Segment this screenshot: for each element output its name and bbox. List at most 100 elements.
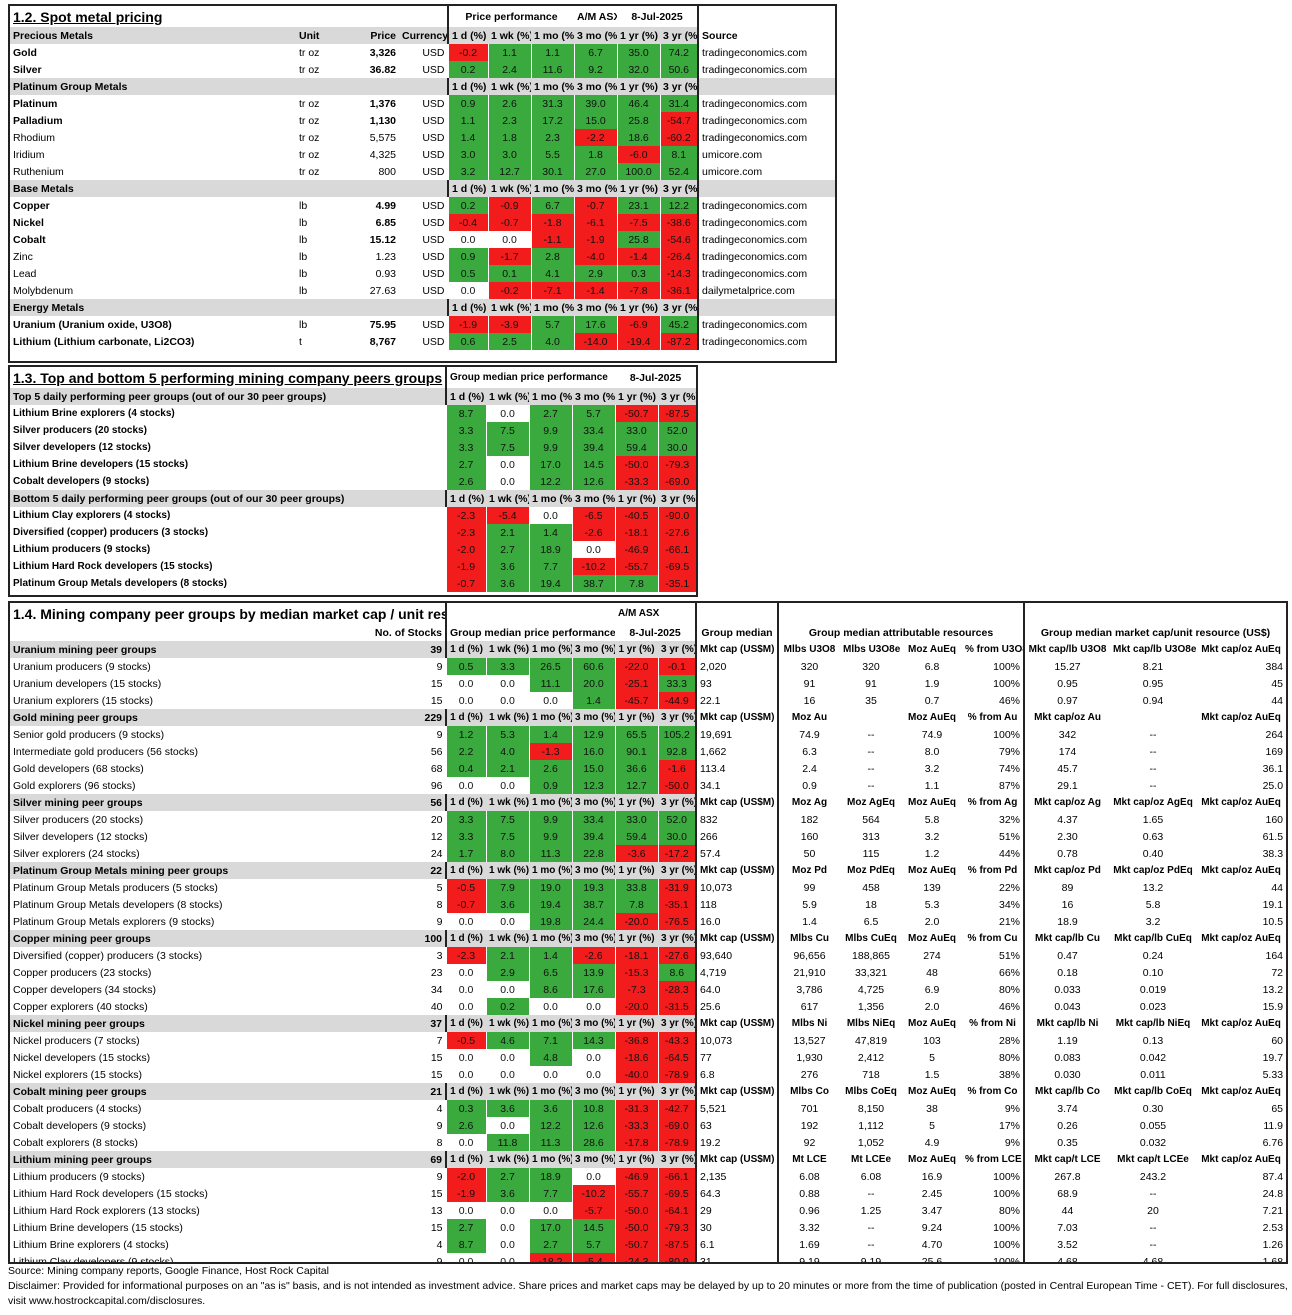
perf-cell: 31.4	[659, 95, 699, 112]
peer-title-row: 1.4. Mining company peer groups by media…	[10, 603, 1286, 624]
spot-group-header: Base Metals 1 d (%) 1 wk (%) 1 mo (%) 3 mo (…	[10, 180, 835, 197]
valuation-cell: 1.68	[1262, 1255, 1284, 1264]
resource-cell: 21,910	[777, 964, 841, 981]
perf-cell: 0.3	[445, 1100, 487, 1117]
mktcap-cell: 16.0	[695, 913, 779, 930]
metal-name: Palladium	[13, 114, 63, 127]
resource-cell: --	[867, 1238, 875, 1251]
exchange-label: A/M ASX	[618, 607, 660, 619]
perf-cell: -79.3	[657, 1219, 697, 1236]
perf-cell: 1.2	[445, 726, 487, 743]
resource-header: Mt LCE	[777, 1151, 841, 1168]
valuation-cell: --	[1149, 762, 1157, 775]
perf-header: 1 wk (%)	[488, 27, 531, 44]
source-note: Source: Mining company reports, Google F…	[8, 1265, 329, 1277]
valuation-cell: 29.1	[1023, 777, 1111, 794]
resource-cell: 46%	[999, 1000, 1021, 1013]
perf-cell: 20.0	[571, 675, 616, 692]
perf-cell: -2.6	[571, 524, 616, 541]
perf-cell: 24.4	[571, 913, 616, 930]
metal-source: umicore.com	[697, 163, 835, 180]
perf-cell: 38.7	[571, 896, 616, 913]
valuation-cell: 19.1	[1262, 898, 1284, 911]
perf-cell: 0.0	[447, 231, 488, 248]
resource-cell: 32%	[999, 813, 1021, 826]
metal-row: Ruthenium tr oz 800 USD 3.2 12.7 30.1 27.0 100.0…	[10, 163, 835, 180]
perf-cell: -87.5	[657, 1236, 697, 1253]
perf-cell: 30.0	[657, 828, 697, 845]
perf-cell: 3.3	[445, 439, 486, 456]
mktcap-header: Mkt cap (US$M)	[695, 1151, 779, 1168]
valuation-cell: 243.2	[1139, 1170, 1167, 1183]
perf-header: 1 mo (%)	[529, 1151, 573, 1168]
perf-cell: 7.7	[528, 558, 572, 575]
perf-cell: 12.2	[659, 197, 699, 214]
mktcap-cell: 19,691	[695, 726, 779, 743]
tb-row: Diversified (copper) producers (3 stocks…	[10, 524, 696, 541]
perf-cell: 9.2	[573, 61, 618, 78]
valuation-header: Mkt cap/oz AuEq	[1196, 930, 1286, 947]
perf-header: 3 mo (%)	[574, 299, 618, 316]
peer-group-header: Nickel mining peer groups 37 1 d (%) 1 wk (…	[10, 1015, 1286, 1032]
metal-unit: tr oz	[299, 46, 320, 59]
valuation-header: Mkt cap/lb NiEq	[1110, 1015, 1197, 1032]
tb-row: Lithium producers (9 stocks) -2.0 2.7 18.9 0…	[10, 541, 696, 558]
stock-count: 96	[430, 779, 443, 792]
resource-cell: 99	[777, 879, 841, 896]
perf-header: 3 mo (%)	[572, 862, 616, 879]
perf-cell: 33.4	[571, 811, 616, 828]
resource-cell: 458	[862, 881, 880, 894]
perf-cell: -22.0	[614, 658, 659, 675]
metal-currency: USD	[422, 318, 445, 331]
resource-cell: 3.47	[921, 1204, 943, 1217]
perf-cell: 0.6	[447, 333, 488, 350]
perf-cell: 0.0	[485, 1066, 530, 1083]
stock-count: 12	[430, 830, 443, 843]
perf-cell: 15.0	[571, 760, 616, 777]
perf-cell: 8.7	[445, 1236, 487, 1253]
metal-name: Rhodium	[13, 131, 56, 144]
stock-count: 40	[430, 1000, 443, 1013]
perf-cell: -26.4	[659, 248, 699, 265]
perf-cell: 0.0	[445, 913, 487, 930]
mktcap-cell: 2,135	[695, 1168, 779, 1185]
valuation-cell: 0.10	[1142, 966, 1164, 979]
peer-row: Lithium Brine explorers (4 stocks) 4 8.7 0.…	[10, 1236, 1286, 1253]
metal-unit: tr oz	[299, 148, 320, 161]
resource-header: % from Ni	[962, 1015, 1025, 1032]
perf-cell: -69.0	[657, 1117, 697, 1134]
perf-cell: -78.9	[657, 1066, 697, 1083]
perf-cell: -69.5	[657, 1185, 697, 1202]
metal-name: Silver	[13, 63, 42, 76]
resource-cell: 274	[923, 949, 941, 962]
metal-price: 1,130	[369, 114, 396, 127]
peer-row: Senior gold producers (9 stocks) 9 1.2 5.3 1…	[10, 726, 1286, 743]
tb-row: Silver producers (20 stocks) 3.3 7.5 9.9 33.…	[10, 422, 696, 439]
perf-cell: 8.6	[528, 981, 573, 998]
mktcap-cell: 77	[695, 1049, 779, 1066]
metal-unit: t	[299, 335, 302, 348]
peer-name: Copper explorers (40 stocks)	[13, 1000, 148, 1013]
mktcap-cell: 113.4	[695, 760, 779, 777]
perf-header: 1 mo (%)	[531, 27, 575, 44]
perf-cell: 7.8	[614, 896, 659, 913]
resource-cell: 2.0	[924, 915, 940, 928]
perf-cell: 0.3	[616, 265, 661, 282]
peer-name: Uranium developers (15 stocks)	[13, 677, 162, 690]
resource-cell: 1.1	[924, 779, 940, 792]
perf-header: 1 mo (%)	[529, 388, 572, 405]
mktcap-cell: 2,020	[695, 658, 779, 675]
valuation-header: Mkt cap/oz Au	[1023, 709, 1111, 726]
metal-row: Copper lb 4.99 USD 0.2 -0.9 6.7 -0.7 23.1 12.2 tra…	[10, 197, 835, 214]
valuation-header: Mkt cap/oz AuEq	[1196, 1015, 1286, 1032]
perf-header: 1 wk (%)	[486, 388, 529, 405]
resource-cell: 50	[777, 845, 841, 862]
perf-cell: 2.6	[445, 473, 486, 490]
perf-cell: -14.0	[573, 333, 618, 350]
metal-currency: USD	[422, 233, 445, 246]
perf-cell: -7.8	[616, 282, 661, 299]
metal-source: tradingeconomics.com	[697, 248, 835, 265]
perf-cell: 45.2	[659, 316, 699, 333]
resource-header: Mlbs Ni	[777, 1015, 841, 1032]
resource-cell: 9%	[1004, 1136, 1021, 1149]
